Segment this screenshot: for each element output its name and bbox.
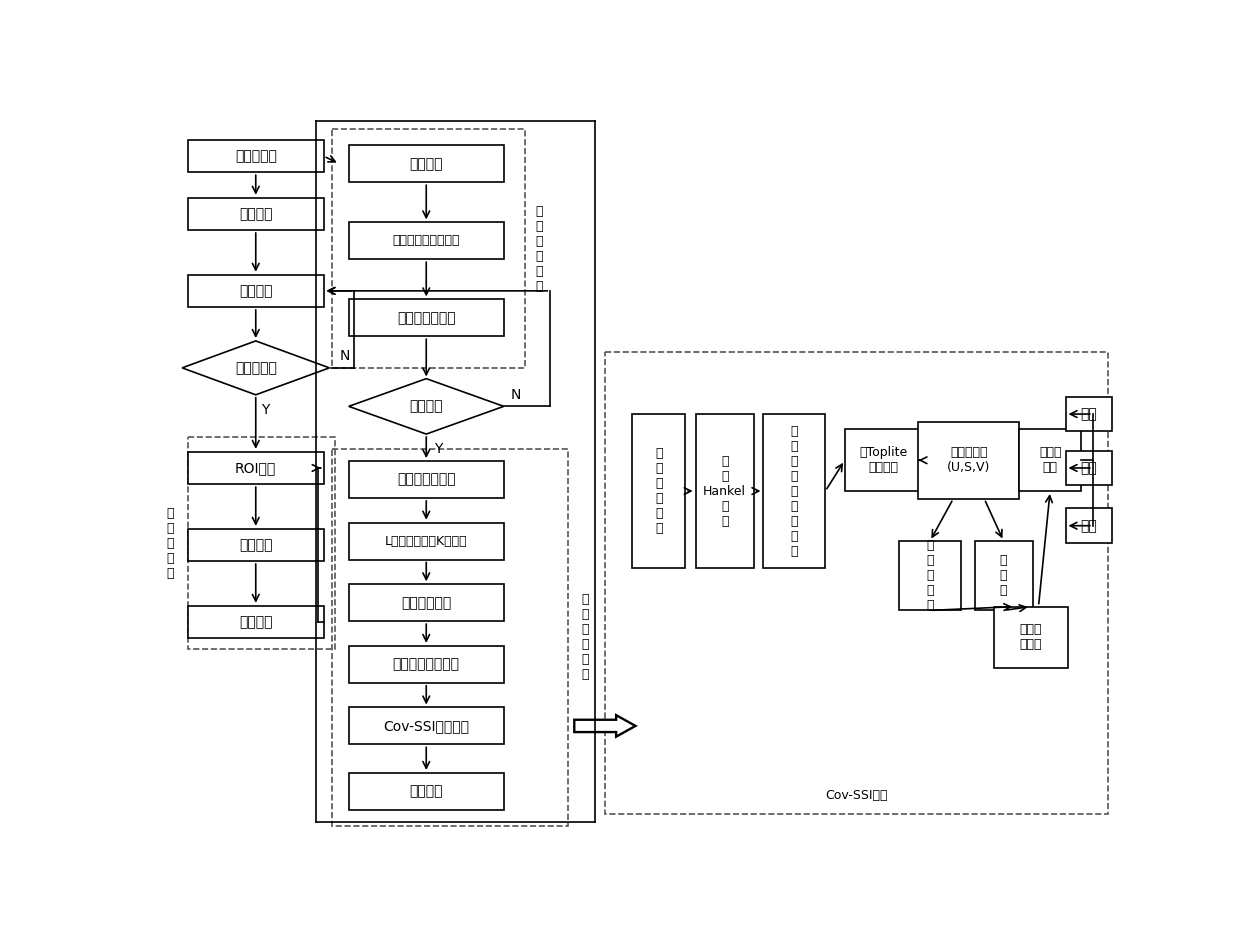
Bar: [899, 541, 961, 611]
Bar: [348, 145, 503, 182]
Text: 奇
异
值
跳
跃: 奇 异 值 跳 跃: [926, 539, 934, 612]
Bar: [348, 223, 503, 260]
Bar: [1065, 508, 1112, 543]
Bar: [696, 414, 754, 568]
Bar: [188, 198, 324, 230]
Text: 稳
定
图: 稳 定 图: [999, 555, 1007, 597]
Bar: [348, 300, 503, 337]
Bar: [348, 773, 503, 810]
Bar: [348, 646, 503, 683]
Text: 计
算
输
出
协
方
差
矩
阵: 计 算 输 出 协 方 差 矩 阵: [791, 425, 799, 557]
Bar: [844, 429, 923, 491]
Text: 测
量
数
据
整
理: 测 量 数 据 整 理: [655, 447, 662, 535]
Bar: [332, 448, 568, 826]
Text: 确定模
态阶数: 确定模 态阶数: [1019, 624, 1042, 651]
Text: 角点检测: 角点检测: [409, 156, 443, 171]
Bar: [1065, 450, 1112, 485]
Text: N: N: [510, 388, 521, 402]
Text: 模
态
参
数
识
别: 模 态 参 数 识 别: [582, 593, 589, 682]
Text: 计算平均相关函数: 计算平均相关函数: [393, 657, 460, 671]
Text: 选择参考通道: 选择参考通道: [401, 595, 451, 610]
FancyArrow shape: [574, 715, 635, 737]
Text: 光流特征点提取: 光流特征点提取: [397, 311, 455, 325]
Bar: [764, 414, 826, 568]
Text: 振型: 振型: [1080, 519, 1097, 533]
Text: 图像滤波: 图像滤波: [239, 538, 273, 552]
Text: 模态参数: 模态参数: [409, 784, 443, 798]
Text: 最后一帧: 最后一帧: [409, 399, 443, 413]
Text: L个测点中获取K段信号: L个测点中获取K段信号: [384, 535, 467, 548]
Text: ROI确定: ROI确定: [236, 461, 277, 475]
Text: 块Toplite
矩阵分解: 块Toplite 矩阵分解: [859, 447, 908, 474]
Text: Cov-SSI时域识别: Cov-SSI时域识别: [383, 719, 469, 733]
Text: 频率: 频率: [1080, 407, 1097, 421]
Text: Y: Y: [260, 403, 269, 417]
Bar: [188, 606, 324, 638]
Text: Cov-SSI算法: Cov-SSI算法: [825, 789, 888, 802]
Bar: [348, 461, 503, 498]
Text: Y: Y: [434, 442, 443, 456]
Bar: [1065, 396, 1112, 431]
Text: 摄像机标定: 摄像机标定: [234, 149, 277, 163]
Text: 特征值
分解: 特征值 分解: [1039, 447, 1061, 474]
Text: 奇异值分解
(U,S,V): 奇异值分解 (U,S,V): [947, 447, 991, 474]
Text: 阻尼: 阻尼: [1080, 461, 1097, 475]
Bar: [1019, 429, 1081, 491]
Bar: [188, 275, 324, 307]
Text: 光流伪角点匹配移除: 光流伪角点匹配移除: [393, 234, 460, 247]
Bar: [188, 529, 324, 561]
Text: 构
造
Hankel
矩
阵: 构 造 Hankel 矩 阵: [703, 454, 746, 527]
Text: 取相邻两帧: 取相邻两帧: [234, 361, 277, 374]
Text: N: N: [340, 349, 350, 363]
Bar: [632, 414, 686, 568]
Text: 图像采集: 图像采集: [239, 283, 273, 298]
Bar: [188, 452, 324, 484]
Text: 未知激励: 未知激励: [239, 207, 273, 221]
Polygon shape: [182, 341, 330, 394]
Bar: [348, 584, 503, 621]
Bar: [187, 437, 335, 649]
Bar: [975, 541, 1033, 611]
Bar: [348, 707, 503, 744]
Bar: [348, 522, 503, 559]
Bar: [994, 607, 1068, 668]
Text: 灰度变换: 灰度变换: [239, 615, 273, 629]
Text: 图
像
预
处
理: 图 像 预 处 理: [166, 506, 175, 579]
Bar: [919, 422, 1019, 499]
Text: 振
动
信
号
提
取: 振 动 信 号 提 取: [536, 205, 543, 293]
Bar: [605, 353, 1109, 814]
Polygon shape: [348, 378, 503, 434]
Text: 多测点振动信号: 多测点振动信号: [397, 472, 455, 486]
Bar: [188, 140, 324, 173]
Bar: [332, 129, 526, 368]
